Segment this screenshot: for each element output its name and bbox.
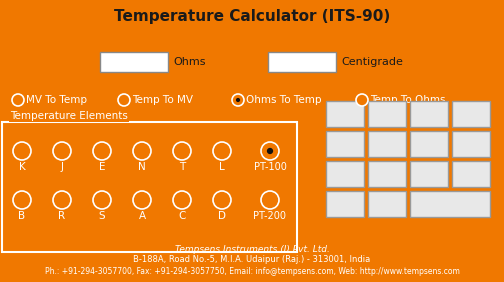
Circle shape: [232, 94, 244, 106]
Circle shape: [53, 142, 71, 160]
Text: Temperature Elements: Temperature Elements: [10, 111, 128, 121]
Circle shape: [12, 94, 24, 106]
Text: N: N: [138, 162, 146, 172]
Text: 9: 9: [426, 109, 432, 119]
Text: Centigrade: Centigrade: [341, 57, 403, 67]
Text: D: D: [218, 211, 226, 221]
Text: 5: 5: [384, 139, 390, 149]
Circle shape: [261, 191, 279, 209]
FancyBboxPatch shape: [368, 101, 406, 127]
FancyBboxPatch shape: [452, 161, 490, 187]
Text: 6: 6: [426, 139, 432, 149]
FancyBboxPatch shape: [268, 52, 336, 72]
Circle shape: [236, 98, 240, 102]
Circle shape: [356, 94, 368, 106]
FancyBboxPatch shape: [2, 122, 297, 252]
Text: 7: 7: [342, 109, 348, 119]
Circle shape: [133, 191, 151, 209]
Text: T: T: [179, 162, 185, 172]
Circle shape: [118, 94, 130, 106]
Circle shape: [133, 142, 151, 160]
Text: +/-: +/-: [379, 199, 395, 209]
Text: Ohms: Ohms: [173, 57, 206, 67]
FancyBboxPatch shape: [410, 161, 448, 187]
Text: Ohms To Temp: Ohms To Temp: [246, 95, 322, 105]
Circle shape: [13, 142, 31, 160]
Text: Convert: Convert: [429, 199, 471, 209]
Text: L: L: [219, 162, 225, 172]
Text: S: S: [99, 211, 105, 221]
FancyBboxPatch shape: [100, 52, 168, 72]
Circle shape: [53, 191, 71, 209]
Text: 0: 0: [342, 199, 348, 209]
Circle shape: [93, 142, 111, 160]
Text: Tempsens Instruments (I) Pvt. Ltd.: Tempsens Instruments (I) Pvt. Ltd.: [174, 244, 330, 254]
FancyBboxPatch shape: [452, 131, 490, 157]
Text: Temp To MV: Temp To MV: [132, 95, 193, 105]
FancyBboxPatch shape: [368, 191, 406, 217]
FancyBboxPatch shape: [368, 161, 406, 187]
Text: 1: 1: [342, 169, 348, 179]
FancyBboxPatch shape: [326, 161, 364, 187]
Circle shape: [93, 191, 111, 209]
FancyBboxPatch shape: [368, 131, 406, 157]
FancyBboxPatch shape: [326, 131, 364, 157]
Text: 2: 2: [384, 169, 390, 179]
Text: Temperature Calculator (ITS-90): Temperature Calculator (ITS-90): [114, 10, 390, 25]
Text: R: R: [58, 211, 66, 221]
Text: E: E: [99, 162, 105, 172]
Text: PT-100: PT-100: [254, 162, 286, 172]
Text: J: J: [60, 162, 64, 172]
Text: A: A: [139, 211, 146, 221]
Text: 8: 8: [384, 109, 390, 119]
Text: MV To Temp: MV To Temp: [26, 95, 87, 105]
Text: PT-200: PT-200: [254, 211, 286, 221]
Circle shape: [173, 191, 191, 209]
FancyBboxPatch shape: [452, 101, 490, 127]
Text: <-: <-: [465, 139, 477, 149]
FancyBboxPatch shape: [410, 191, 490, 217]
FancyBboxPatch shape: [326, 191, 364, 217]
Text: 3: 3: [426, 169, 432, 179]
Circle shape: [261, 142, 279, 160]
Circle shape: [13, 191, 31, 209]
Circle shape: [173, 142, 191, 160]
Text: C: C: [178, 211, 185, 221]
FancyBboxPatch shape: [326, 101, 364, 127]
Text: B-188A, Road No.-5, M.I.A. Udaipur (Raj.) - 313001, India: B-188A, Road No.-5, M.I.A. Udaipur (Raj.…: [134, 255, 370, 265]
Circle shape: [213, 191, 231, 209]
Text: Temp To Ohms: Temp To Ohms: [370, 95, 446, 105]
Text: CE: CE: [464, 109, 478, 119]
Text: .: .: [469, 169, 473, 179]
Text: B: B: [19, 211, 26, 221]
Circle shape: [213, 142, 231, 160]
Text: K: K: [19, 162, 25, 172]
Text: Ph.: +91-294-3057700, Fax: +91-294-3057750, Email: info@tempsens.com, Web: http:: Ph.: +91-294-3057700, Fax: +91-294-30577…: [44, 266, 460, 276]
Text: 4: 4: [342, 139, 348, 149]
Circle shape: [267, 148, 273, 154]
FancyBboxPatch shape: [410, 131, 448, 157]
FancyBboxPatch shape: [410, 101, 448, 127]
